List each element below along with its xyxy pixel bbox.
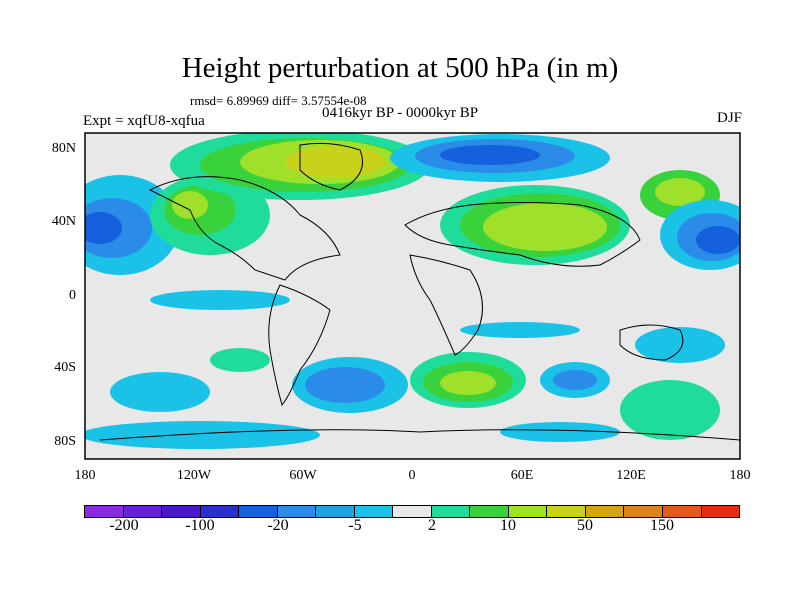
x-tick-label: 60W: [289, 468, 317, 483]
colorbar-swatch: [700, 505, 741, 518]
x-tick-label: 120W: [176, 468, 212, 483]
x-tick-label: 60E: [510, 468, 534, 483]
season-label: DJF: [716, 110, 742, 126]
y-tick-label: 40N: [51, 214, 76, 229]
colorbar-label: 10: [500, 517, 516, 534]
colorbar-label: 2: [428, 517, 436, 534]
colorbar-label: -20: [267, 517, 289, 534]
x-tick-label: 180: [74, 468, 96, 483]
x-tick-label: 180: [729, 468, 751, 483]
y-tick-label: 80N: [51, 141, 76, 156]
y-tick-label: 80S: [54, 434, 76, 449]
colorbar-label: -5: [348, 517, 362, 534]
colorbar-label: -100: [185, 517, 215, 534]
y-tick-label: 0: [69, 288, 76, 303]
y-tick-label: 40S: [54, 360, 76, 375]
colorbar-label: 150: [650, 517, 674, 534]
x-tick-label: 0: [408, 468, 416, 483]
map-frame: [84, 132, 741, 460]
experiment-label: Expt = xqfU8-xqfua: [83, 113, 205, 129]
colorbar: [84, 505, 741, 518]
plot-title: Height perturbation at 500 hPa (in m): [181, 52, 619, 84]
coastlines: [99, 142, 740, 441]
x-tick-label: 120E: [616, 468, 646, 483]
stats-text: rmsd= 6.89969 diff= 3.57554e-08: [190, 93, 367, 108]
period-label: 0416kyr BP - 0000kyr BP: [322, 105, 479, 121]
colorbar-label: 50: [577, 517, 593, 534]
colorbar-label: -200: [109, 517, 139, 534]
